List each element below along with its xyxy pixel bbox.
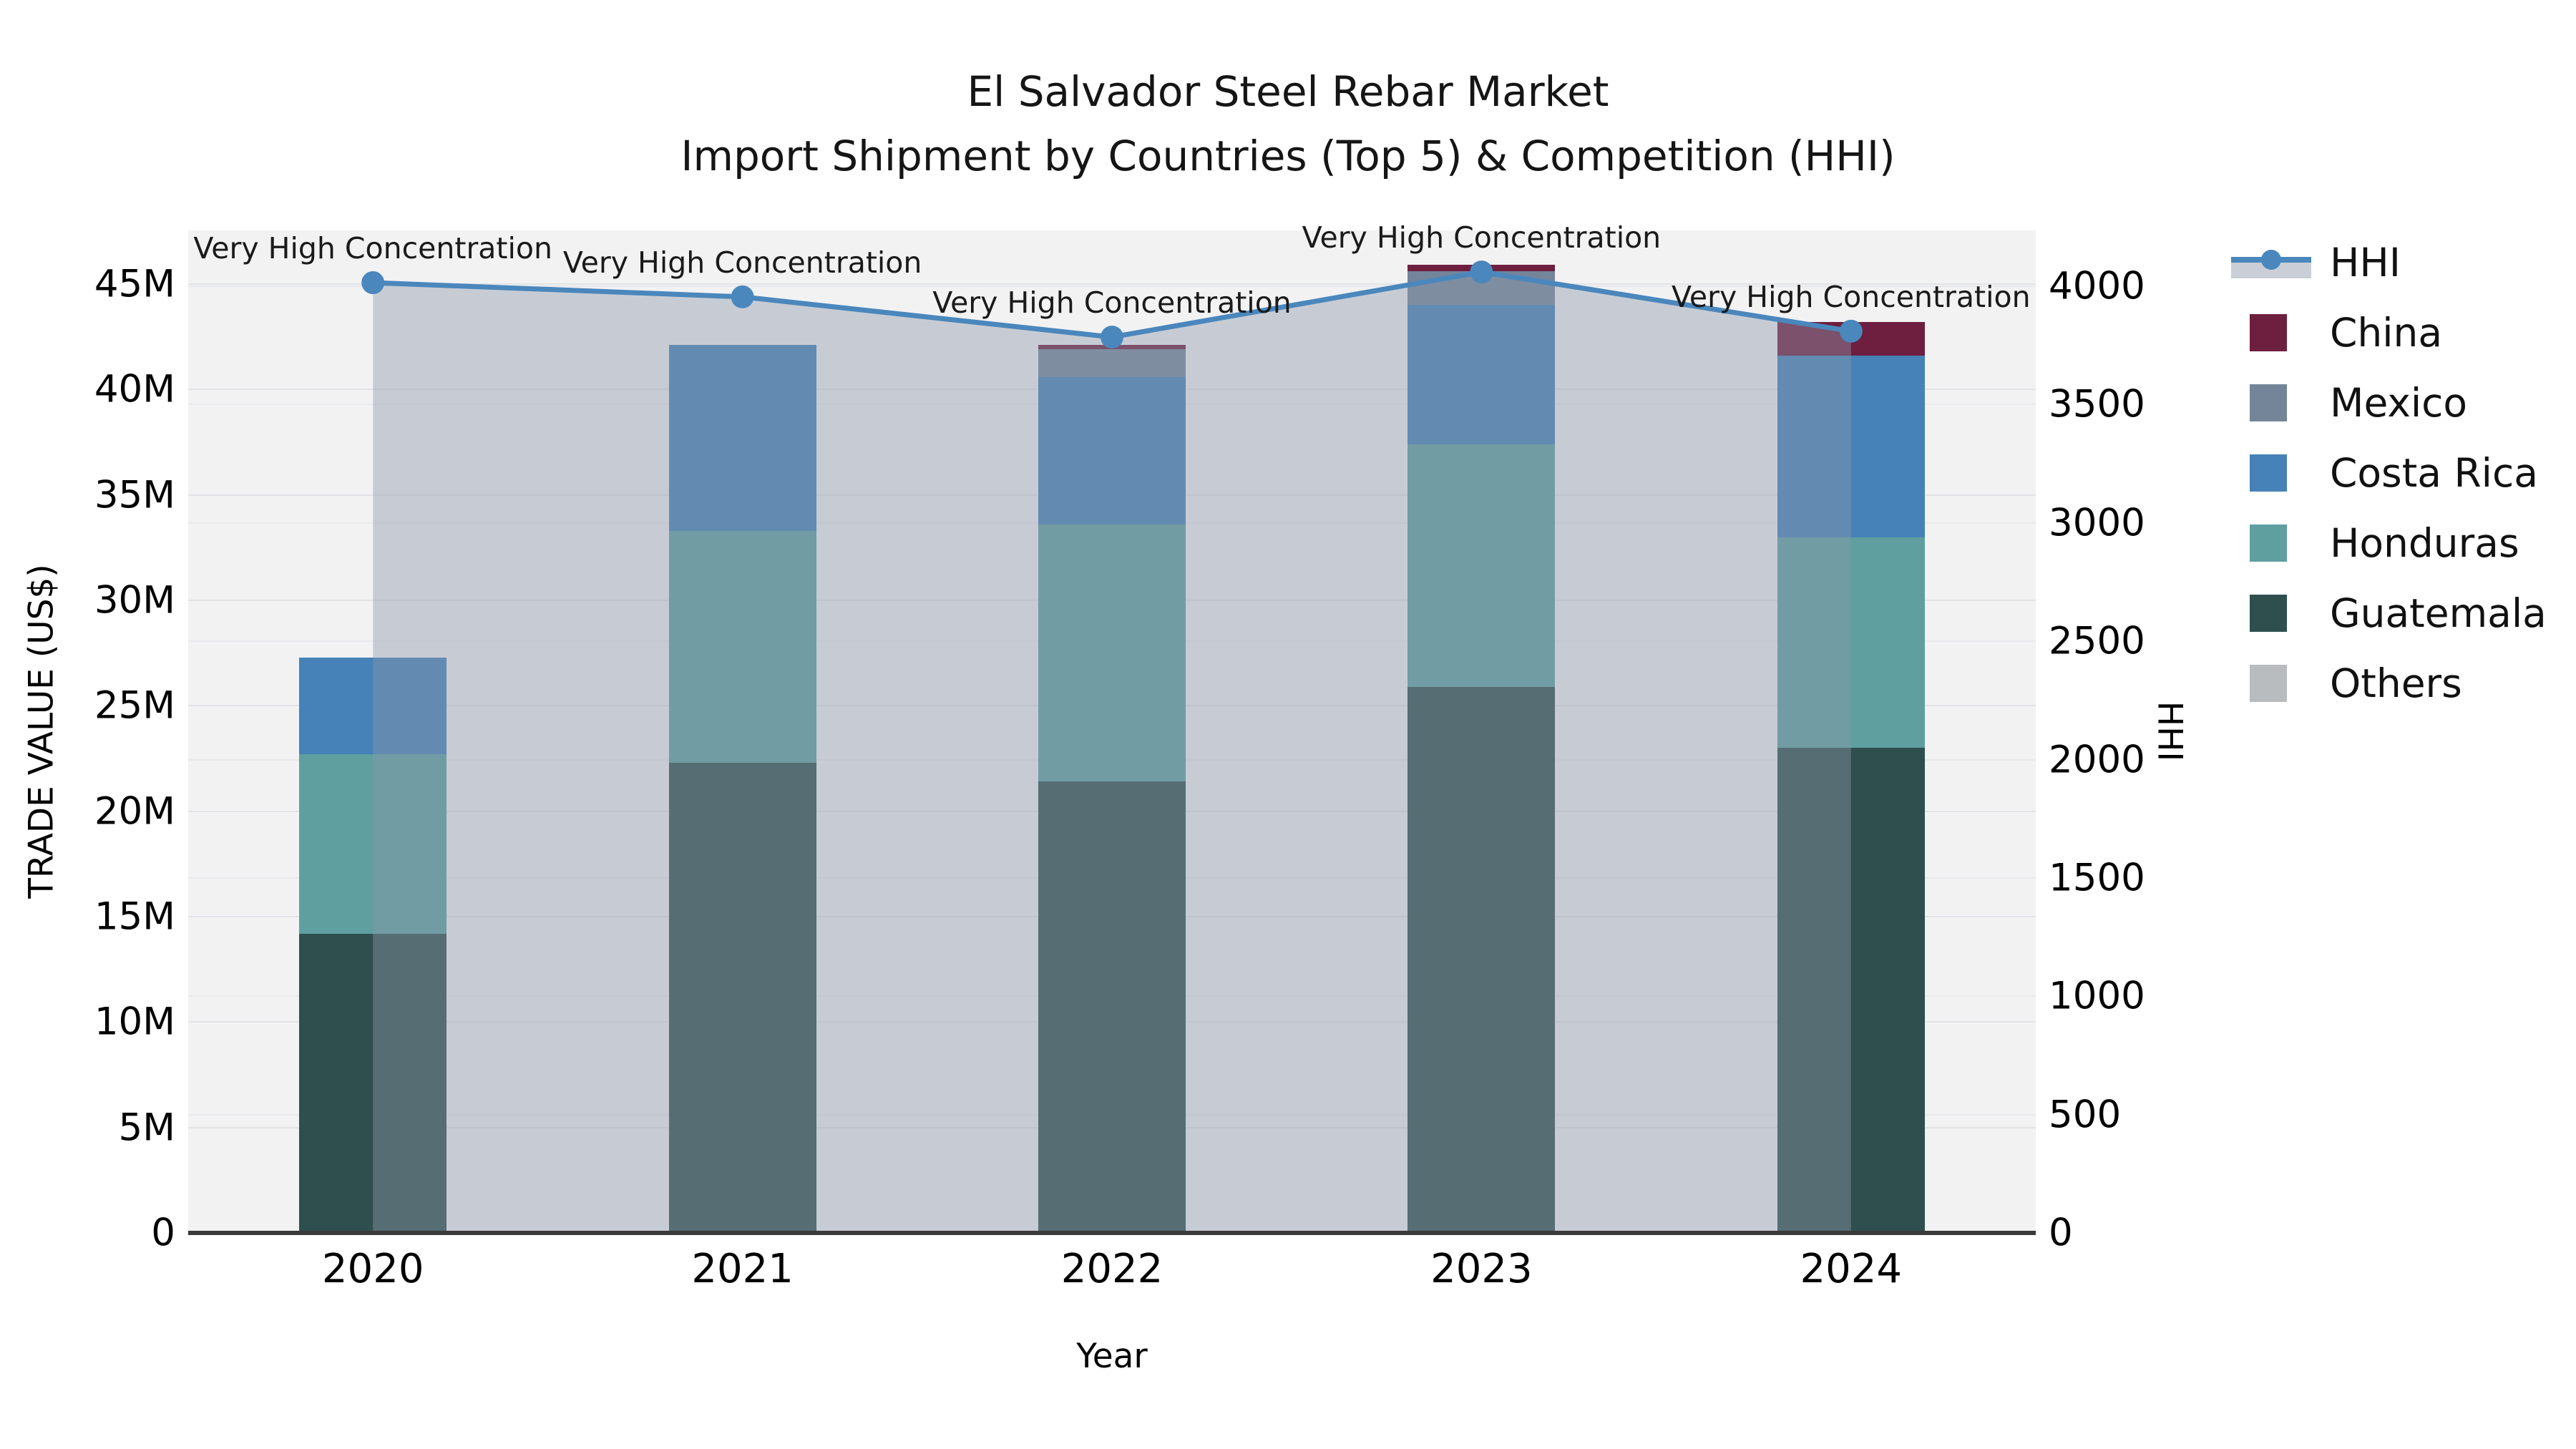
bar-segment-honduras-2020 — [299, 754, 447, 934]
legend-color-swatch — [2250, 525, 2287, 562]
y-left-tick-35M: 35M — [94, 473, 175, 517]
legend-label: Guatemala — [2330, 590, 2547, 636]
y-right-tick-3500: 3500 — [2049, 382, 2145, 426]
annotation-2024: Very High Concentration — [1672, 279, 2031, 314]
x-axis-title: Year — [1076, 1337, 1148, 1376]
bar-segment-guatemala-2021 — [668, 762, 816, 1233]
y-right-tick-1500: 1500 — [2049, 856, 2145, 900]
legend-swatch-icon — [2231, 381, 2311, 424]
annotation-2020: Very High Concentration — [193, 231, 552, 266]
legend-swatch-icon — [2231, 522, 2311, 565]
y-right-tick-2500: 2500 — [2049, 619, 2145, 663]
legend-swatch-icon — [2231, 452, 2311, 494]
y-left-tick-45M: 45M — [94, 262, 175, 306]
legend-item-guatemala: Guatemala — [2231, 578, 2547, 648]
bar-segment-guatemala-2020 — [299, 933, 447, 1233]
bar-segment-china-2024 — [1777, 322, 1925, 356]
annotation-2022: Very High Concentration — [932, 286, 1292, 321]
x-tick-2021: 2021 — [691, 1246, 794, 1292]
hhi-line-legend-icon — [2231, 241, 2311, 284]
legend-item-hhi: HHI — [2231, 228, 2547, 298]
legend-color-swatch — [2250, 384, 2287, 421]
legend-label: China — [2330, 310, 2443, 356]
y-left-tick-25M: 25M — [94, 683, 175, 728]
x-tick-2023: 2023 — [1430, 1246, 1533, 1292]
bar-segment-china-2022 — [1038, 345, 1186, 350]
legend-swatch-icon — [2231, 592, 2311, 635]
legend-item-honduras: Honduras — [2231, 508, 2547, 578]
y-axis-right-title: HHI — [2150, 701, 2190, 762]
legend-color-swatch — [2250, 454, 2287, 492]
y-right-tick-500: 500 — [2049, 1093, 2122, 1137]
bar-segment-costa-rica-2022 — [1038, 376, 1186, 525]
y-left-tick-20M: 20M — [94, 789, 175, 834]
y-right-tick-0: 0 — [2049, 1211, 2073, 1255]
bar-segment-costa-rica-2023 — [1407, 305, 1556, 444]
y-left-tick-15M: 15M — [94, 894, 175, 939]
y-left-tick-5M: 5M — [118, 1106, 175, 1150]
legend-item-costa-rica: Costa Rica — [2231, 438, 2547, 508]
y-right-tick-3000: 3000 — [2049, 501, 2145, 545]
legend-item-mexico: Mexico — [2231, 368, 2547, 438]
x-tick-2024: 2024 — [1800, 1246, 1903, 1292]
y-left-tick-40M: 40M — [94, 367, 175, 411]
legend-color-swatch — [2250, 665, 2287, 702]
hhi-marker-legend-dot — [2261, 250, 2281, 270]
bar-segment-china-2023 — [1407, 265, 1556, 272]
legend-swatch-icon — [2231, 311, 2311, 354]
x-axis-spine — [188, 1231, 2036, 1235]
legend: HHI China Mexico Costa Rica Honduras Guatemal… — [2231, 228, 2547, 718]
chart-title-line1: El Salvador Steel Rebar Market — [967, 67, 1609, 116]
y-left-tick-30M: 30M — [94, 578, 175, 623]
y-right-tick-4000: 4000 — [2049, 264, 2145, 308]
y-left-tick-10M: 10M — [94, 1000, 175, 1044]
legend-swatch-icon — [2231, 662, 2311, 705]
legend-label: Others — [2330, 660, 2462, 706]
y-right-tick-1000: 1000 — [2049, 974, 2145, 1018]
y-right-tick-2000: 2000 — [2049, 738, 2145, 781]
y-axis-left-title: TRADE VALUE (US$) — [21, 564, 62, 899]
legend-item-others: Others — [2231, 648, 2547, 718]
x-tick-2020: 2020 — [321, 1246, 424, 1292]
legend-color-swatch — [2250, 595, 2287, 632]
legend-color-swatch — [2250, 314, 2287, 351]
bar-segment-honduras-2022 — [1038, 524, 1186, 782]
legend-label: HHI — [2330, 240, 2401, 286]
legend-label: Costa Rica — [2330, 450, 2538, 496]
annotation-2021: Very High Concentration — [562, 245, 922, 280]
legend-label: Honduras — [2330, 520, 2519, 566]
bar-segment-costa-rica-2024 — [1777, 356, 1925, 537]
hhi-area-legend-swatch — [2231, 263, 2311, 278]
bar-segment-honduras-2023 — [1407, 444, 1556, 687]
bar-segment-guatemala-2023 — [1407, 686, 1556, 1233]
hhi-marker-2021 — [731, 285, 754, 308]
bar-segment-costa-rica-2021 — [668, 345, 816, 531]
chart-title-line2: Import Shipment by Countries (Top 5) & C… — [680, 132, 1896, 180]
legend-label: Mexico — [2330, 380, 2468, 426]
bar-segment-guatemala-2022 — [1038, 781, 1186, 1233]
bar-segment-costa-rica-2020 — [299, 657, 447, 755]
bar-segment-honduras-2024 — [1777, 537, 1925, 748]
plot-area: Very High Concentration Very High Concent… — [94, 220, 2145, 1292]
legend-item-china: China — [2231, 298, 2547, 368]
annotation-2023: Very High Concentration — [1302, 220, 1662, 255]
x-tick-2022: 2022 — [1060, 1246, 1163, 1292]
bar-segment-guatemala-2024 — [1777, 748, 1925, 1233]
y-left-tick-0: 0 — [151, 1211, 175, 1255]
bar-segment-mexico-2022 — [1038, 349, 1186, 377]
bar-segment-mexico-2023 — [1407, 271, 1556, 306]
bar-segment-honduras-2021 — [668, 530, 816, 763]
